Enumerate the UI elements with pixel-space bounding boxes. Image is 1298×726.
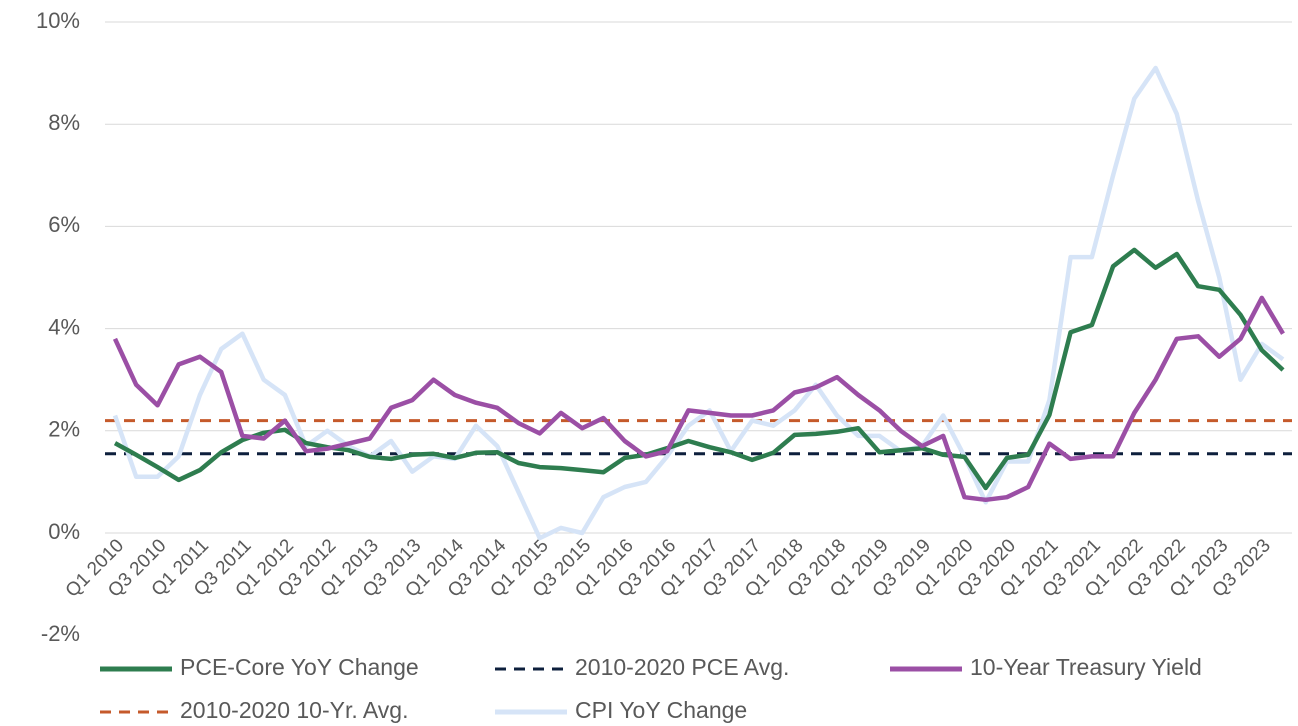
y-tick-label: -2% — [41, 621, 80, 646]
legend-label: 2010-2020 10-Yr. Avg. — [180, 697, 408, 723]
y-tick-label: 8% — [48, 110, 80, 135]
y-tick-label: 2% — [48, 417, 80, 442]
legend-label: CPI YoY Change — [575, 697, 747, 723]
y-tick-label: 6% — [48, 212, 80, 237]
legend-label: PCE-Core YoY Change — [180, 654, 419, 680]
data-line — [112, 65, 1285, 541]
data-line — [113, 247, 1285, 491]
data-line — [112, 295, 1285, 503]
y-tick-label: 0% — [48, 519, 80, 544]
legend-label: 2010-2020 PCE Avg. — [575, 654, 789, 680]
legend-label: 10-Year Treasury Yield — [970, 654, 1202, 680]
y-tick-label: 4% — [48, 314, 80, 339]
y-tick-label: 10% — [36, 8, 80, 33]
